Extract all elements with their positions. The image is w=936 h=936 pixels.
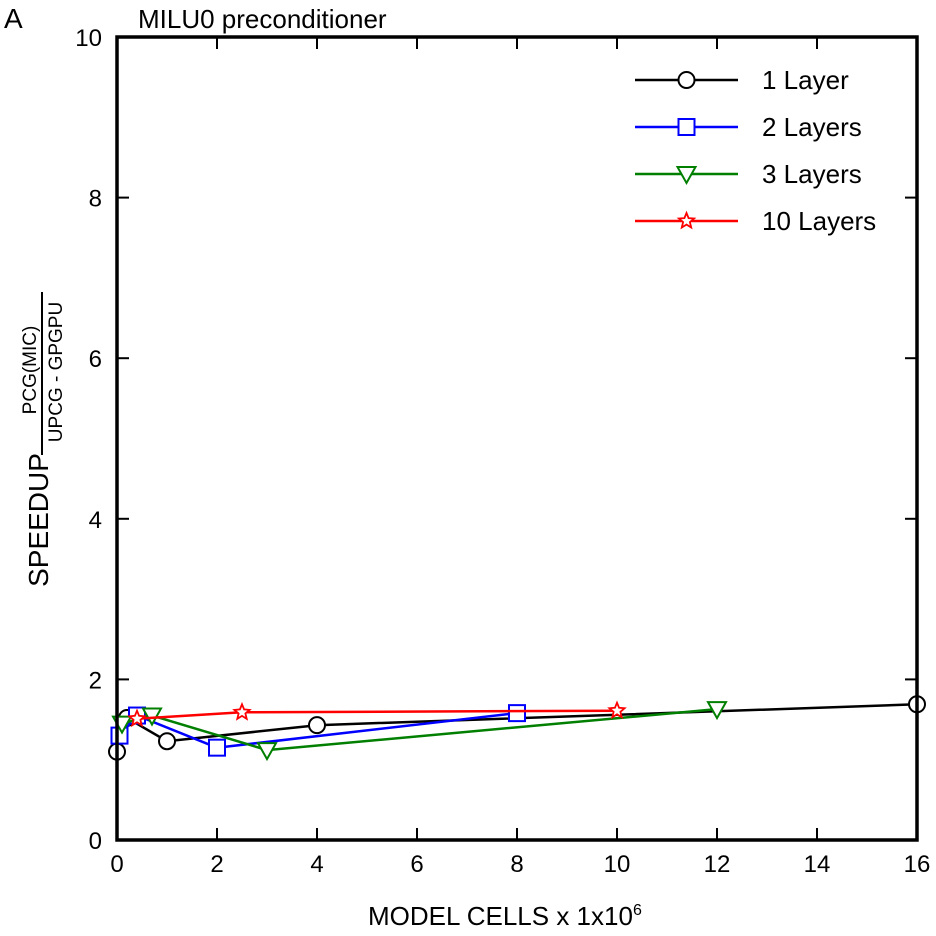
chart-title: MILU0 preconditioner xyxy=(138,4,387,34)
data-point-star xyxy=(676,210,697,230)
y-tick-label: 2 xyxy=(89,667,102,694)
x-axis-label-superscript: 6 xyxy=(633,902,642,919)
legend-entry: 3 Layers xyxy=(635,159,862,189)
data-point-square xyxy=(508,704,526,723)
data-point-triangle xyxy=(256,742,278,762)
x-tick-labels: 0 2 4 6 8 10 12 14 16 xyxy=(110,851,930,878)
y-axis-label-numerator: PCG(MIC) xyxy=(20,326,41,415)
data-point-circle xyxy=(158,732,176,751)
y-tick-label: 10 xyxy=(75,25,102,52)
series-10-layers xyxy=(127,700,627,728)
legend-entry: 10 Layers xyxy=(635,206,876,236)
y-axis-label: SPEEDUP PCG(MIC) UPCG - GPGPU xyxy=(20,292,67,587)
legend: 1 Layer 2 Layers 3 Layers 10 Layers xyxy=(635,65,876,236)
x-tick-label: 4 xyxy=(310,851,323,878)
legend-entry: 2 Layers xyxy=(635,112,862,142)
y-axis-label-text: SPEEDUP xyxy=(23,453,54,587)
y-tick-labels: 0 2 4 6 8 10 xyxy=(75,25,102,855)
series-line xyxy=(118,711,518,749)
legend-label: 2 Layers xyxy=(762,112,862,142)
x-tick-label: 10 xyxy=(604,851,631,878)
x-tick-label: 8 xyxy=(510,851,523,878)
data-point-star xyxy=(232,701,252,721)
data-point-circle xyxy=(677,71,696,89)
x-tick-label: 2 xyxy=(210,851,223,878)
y-tick-label: 6 xyxy=(89,346,102,373)
x-tick-label: 12 xyxy=(704,851,731,878)
x-tick-label: 14 xyxy=(804,851,831,878)
data-point-square xyxy=(677,118,696,136)
plot-frame xyxy=(115,35,919,842)
x-axis-label-text: MODEL CELLS x 1x10 xyxy=(368,901,633,931)
legend-entry: 1 Layer xyxy=(635,65,849,95)
y-tick-label: 0 xyxy=(89,828,102,855)
x-tick-label: 0 xyxy=(110,851,123,878)
data-point-star xyxy=(127,708,147,728)
panel-label: A xyxy=(4,3,23,34)
data-point-square xyxy=(208,738,226,757)
legend-label: 1 Layer xyxy=(762,65,849,95)
legend-label: 3 Layers xyxy=(762,159,862,189)
y-tick-label: 4 xyxy=(89,507,102,534)
x-axis-label: MODEL CELLS x 1x106 xyxy=(368,901,642,931)
y-axis-label-denominator: UPCG - GPGPU xyxy=(46,302,67,442)
data-point-triangle xyxy=(706,701,728,721)
y-tick-label: 8 xyxy=(89,186,102,213)
data-point-circle xyxy=(308,716,326,735)
x-tick-label: 6 xyxy=(410,851,423,878)
legend-label: 10 Layers xyxy=(762,206,876,236)
series-layer xyxy=(108,695,926,762)
data-point-star xyxy=(607,700,627,720)
data-point-triangle xyxy=(675,166,698,186)
x-tick-label: 16 xyxy=(904,851,931,878)
